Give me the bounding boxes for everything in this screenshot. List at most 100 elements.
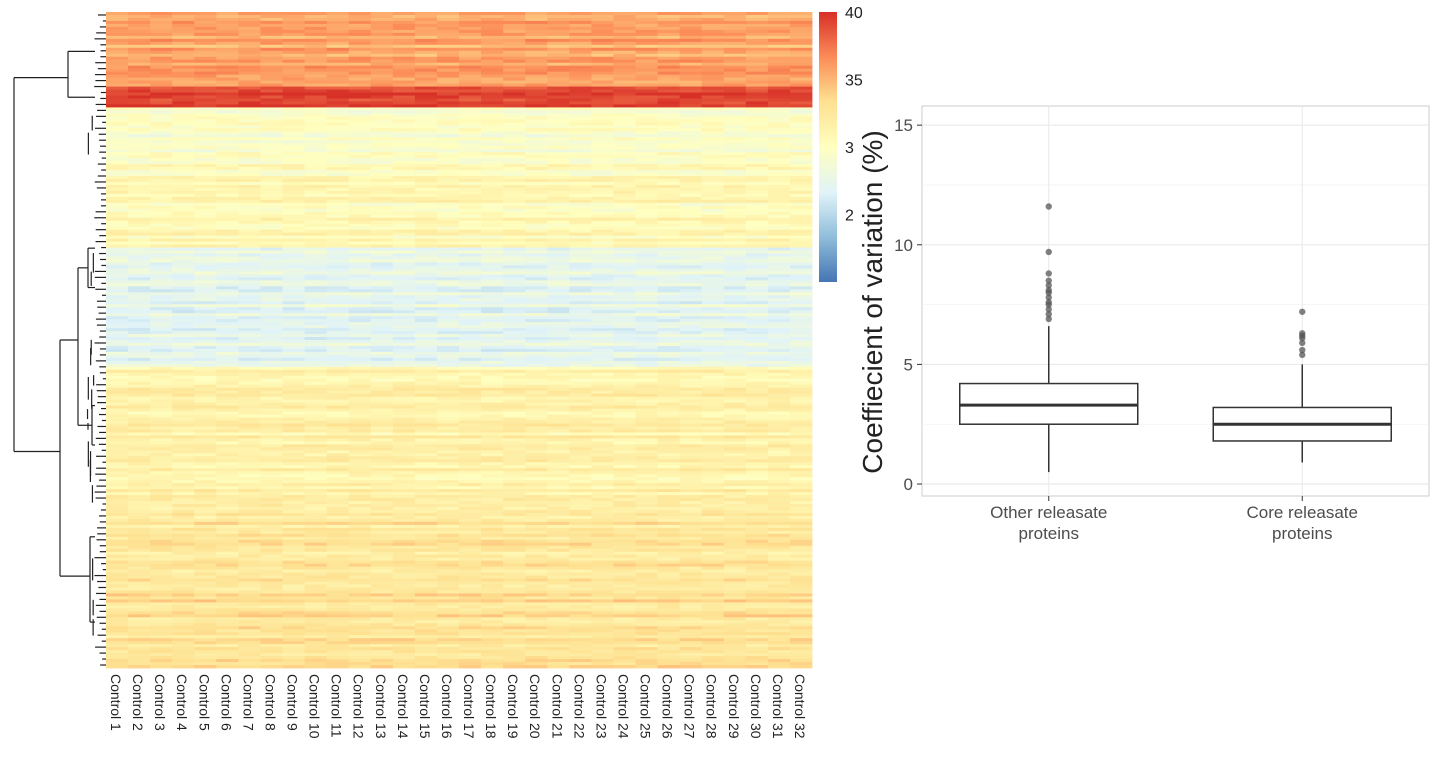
heatmap-cell	[238, 229, 261, 234]
heatmap-cell	[282, 357, 305, 362]
heatmap-cell	[370, 292, 394, 296]
heatmap-cell	[392, 405, 416, 409]
heatmap-cell	[723, 47, 747, 52]
heatmap-cell	[414, 244, 438, 248]
heatmap-cell	[282, 390, 305, 395]
heatmap-cell	[106, 50, 129, 55]
heatmap-cell	[238, 447, 261, 451]
heatmap-cell	[392, 104, 416, 108]
heatmap-cell	[701, 164, 725, 168]
heatmap-cell	[172, 196, 195, 201]
heatmap-cell	[745, 405, 769, 409]
heatmap-cell	[635, 107, 658, 111]
heatmap-cell	[370, 402, 394, 406]
heatmap-cell	[282, 337, 305, 341]
heatmap-cell	[701, 53, 725, 58]
heatmap-cell	[525, 12, 548, 16]
heatmap-cell	[326, 334, 350, 338]
heatmap-cell	[723, 155, 747, 159]
heatmap-cell	[745, 116, 769, 120]
heatmap-cell	[547, 65, 570, 70]
heatmap-cell	[503, 396, 526, 401]
heatmap-cell	[238, 345, 261, 350]
heatmap-cell	[679, 328, 703, 332]
heatmap-cell	[106, 173, 129, 177]
heatmap-cell	[326, 83, 350, 87]
heatmap-cell	[547, 414, 570, 418]
heatmap-cell	[304, 35, 328, 40]
heatmap-cell	[414, 351, 438, 356]
heatmap-cell	[216, 393, 239, 398]
heatmap-cell	[106, 158, 129, 162]
heatmap-cell	[194, 50, 217, 55]
heatmap-cell	[789, 164, 813, 168]
heatmap-cell	[106, 447, 129, 451]
heatmap-cell	[745, 271, 769, 275]
heatmap-cell	[128, 369, 151, 374]
heatmap-cell	[701, 184, 725, 189]
heatmap-cell	[657, 408, 681, 412]
heatmap-cell	[569, 390, 592, 395]
heatmap-cell	[238, 295, 261, 299]
heatmap-cell	[745, 80, 769, 84]
heatmap-cell	[569, 223, 592, 228]
heatmap-cell	[547, 104, 570, 108]
heatmap-cell	[150, 80, 173, 84]
heatmap-cell	[635, 295, 658, 299]
heatmap-cell	[591, 286, 614, 290]
heatmap-cell	[525, 199, 548, 204]
heatmap-cell	[767, 417, 791, 421]
heatmap-cell	[150, 298, 173, 302]
heatmap-cell	[436, 131, 460, 135]
heatmap-cell	[657, 351, 681, 356]
heatmap-cell	[547, 98, 570, 102]
heatmap-cell	[414, 199, 438, 204]
heatmap-cell	[150, 307, 173, 311]
heatmap-cell	[392, 307, 416, 311]
heatmap-cell	[547, 38, 570, 43]
heatmap-cell	[525, 345, 548, 350]
heatmap-cell	[569, 20, 592, 25]
heatmap-cell	[216, 211, 239, 216]
heatmap-cell	[194, 176, 217, 180]
heatmap-cell	[525, 390, 548, 395]
heatmap-cell	[436, 146, 460, 150]
heatmap-cell	[635, 20, 658, 25]
heatmap-cell	[569, 125, 592, 129]
heatmap-cell	[238, 262, 261, 266]
heatmap-cell	[260, 396, 283, 401]
heatmap-cell	[282, 387, 305, 392]
heatmap-cell	[282, 307, 305, 311]
heatmap-cell	[304, 453, 328, 457]
heatmap-cell	[591, 334, 614, 338]
heatmap-cell	[635, 50, 658, 55]
heatmap-cell	[150, 137, 173, 141]
heatmap-cell	[304, 450, 328, 454]
heatmap-cell	[679, 426, 703, 430]
heatmap-cell	[613, 226, 636, 231]
heatmap-cell	[525, 74, 548, 78]
heatmap-cell	[547, 438, 570, 442]
heatmap-cell	[260, 244, 283, 248]
heatmap-cell	[723, 41, 747, 46]
heatmap-cell	[436, 307, 460, 311]
heatmap-cell	[679, 229, 703, 234]
heatmap-cell	[459, 268, 482, 272]
heatmap-cell	[569, 202, 592, 207]
heatmap-cell	[459, 244, 482, 248]
heatmap-cell	[459, 307, 482, 311]
heatmap-cell	[569, 190, 592, 195]
heatmap-cell	[525, 14, 548, 19]
heatmap-cell	[282, 381, 305, 386]
heatmap-cell	[260, 381, 283, 386]
heatmap-cell	[436, 310, 460, 314]
heatmap-cell	[194, 351, 217, 356]
heatmap-cell	[767, 444, 791, 448]
heatmap-cell	[701, 381, 725, 386]
heatmap-cell	[436, 268, 460, 272]
heatmap-cell	[370, 295, 394, 299]
heatmap-cell	[392, 208, 416, 213]
heatmap-cell	[767, 176, 791, 180]
heatmap-cell	[789, 447, 813, 451]
heatmap-cell	[370, 411, 394, 415]
